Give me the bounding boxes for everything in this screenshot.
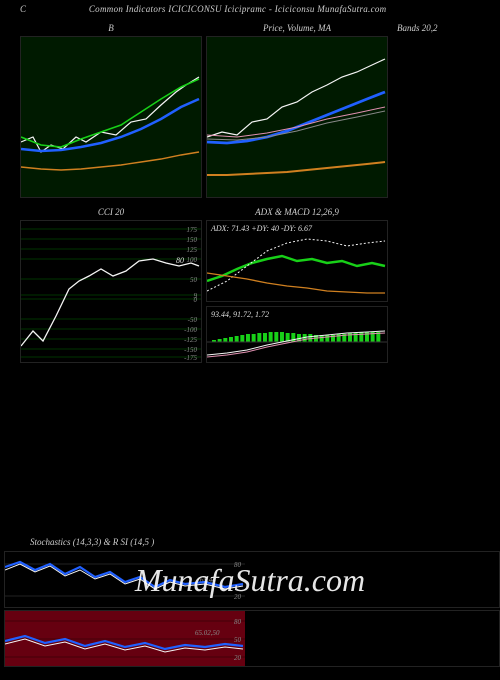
svg-text:-125: -125 <box>184 336 197 344</box>
svg-text:80: 80 <box>234 561 242 569</box>
svg-text:20: 20 <box>234 593 242 601</box>
svg-text:80: 80 <box>234 618 242 626</box>
stoch-rsi-title: Stochastics (14,3,3) & R SI (14,5 ) <box>0 537 500 551</box>
panel-price-ma: Price, Volume, MA Bands 20,2 <box>206 36 388 198</box>
chart-row-1: B Price, Volume, MA Bands 20,2 <box>0 36 500 198</box>
chart-stochastics: 802065.44 <box>5 552 245 607</box>
panel-b: B <box>20 36 202 198</box>
page-header: C Common Indicators ICICICONSU Icicipram… <box>0 0 500 18</box>
svg-text:125: 125 <box>187 246 198 254</box>
svg-text:50: 50 <box>190 276 198 284</box>
svg-text:80: 80 <box>176 256 184 265</box>
svg-text:-150: -150 <box>184 346 197 354</box>
chart-row-2: CCI 20 1751501251005090-50-100-125-150-1… <box>0 220 500 363</box>
svg-text:65.02,50: 65.02,50 <box>195 629 220 637</box>
panel-macd: 93.44, 91.72, 1.72 <box>206 306 388 363</box>
chart-price-b <box>207 37 387 197</box>
svg-text:0: 0 <box>194 296 198 304</box>
chart-adx: ADX: 71.43 +DY: 40 -DY: 6.67 <box>207 221 387 301</box>
svg-text:150: 150 <box>187 236 198 244</box>
panel-stochastics: 802065.44 <box>4 551 500 608</box>
panel-adx: ADX & MACD 12,26,9 ADX: 71.43 +DY: 40 -D… <box>206 220 388 302</box>
panel-cci-title: CCI 20 <box>98 207 124 217</box>
panel-adx-title: ADX & MACD 12,26,9 <box>255 207 339 217</box>
header-text: Common Indicators ICICICONSU Icicipramc … <box>89 4 387 14</box>
panel-bands-title: Bands 20,2 <box>397 23 487 33</box>
panel-b-title: B <box>108 23 114 33</box>
svg-text:-175: -175 <box>184 354 197 361</box>
chart-cci: 1751501251005090-50-100-125-150-17580 <box>21 221 201 361</box>
svg-text:-50: -50 <box>188 316 198 324</box>
panel-rsi: 80 50 20 65.02,50 <box>4 610 500 667</box>
panel-price-ma-title: Price, Volume, MA <box>263 23 331 33</box>
chart-rsi: 80 50 20 65.02,50 <box>5 611 245 666</box>
svg-text:50: 50 <box>234 636 242 644</box>
panel-cci: CCI 20 1751501251005090-50-100-125-150-1… <box>20 220 202 363</box>
svg-text:175: 175 <box>187 226 198 234</box>
panel-adx-macd-stack: ADX & MACD 12,26,9 ADX: 71.43 +DY: 40 -D… <box>206 220 388 363</box>
chart-macd: 93.44, 91.72, 1.72 <box>207 307 387 362</box>
header-prefix: C <box>20 4 26 14</box>
svg-text:-100: -100 <box>184 326 197 334</box>
chart-row-3: Stochastics (14,3,3) & R SI (14,5 ) 80 20… <box>0 537 500 667</box>
svg-text:93.44, 91.72, 1.72: 93.44, 91.72, 1.72 <box>211 310 269 319</box>
svg-text:ADX: 71.43 +DY: 40 -DY: 6.67: ADX: 71.43 +DY: 40 -DY: 6.67 <box>210 224 313 233</box>
chart-price-a <box>21 37 201 197</box>
svg-text:20: 20 <box>234 654 242 662</box>
